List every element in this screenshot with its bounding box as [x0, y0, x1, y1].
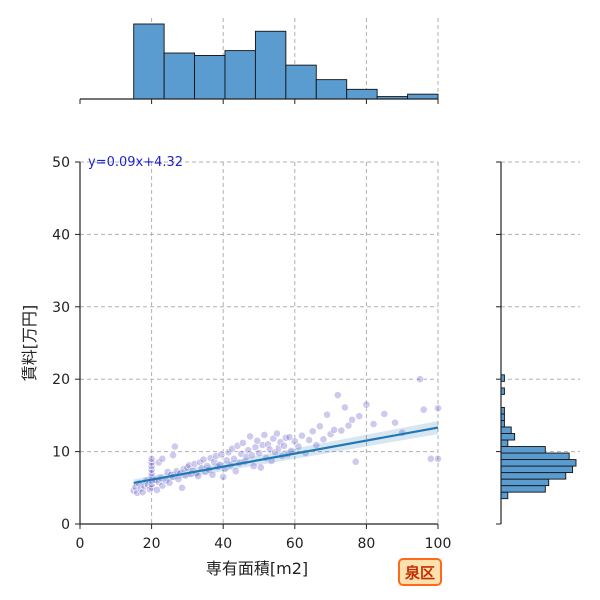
- right-hist-bar: [500, 426, 512, 434]
- scatter-point: [255, 449, 263, 457]
- x-tick-label: 0: [76, 536, 85, 552]
- right-hist-bar: [500, 465, 574, 474]
- right-hist-bar: [500, 439, 509, 447]
- district-badge-label: 泉区: [404, 564, 435, 582]
- scatter-point: [217, 450, 226, 459]
- y-axis-label: 賃料[万円]: [20, 305, 39, 382]
- scatter-point: [280, 441, 288, 450]
- scatter-point: [333, 391, 342, 400]
- scatter-point: [208, 470, 217, 479]
- scatter-point: [138, 488, 147, 497]
- x-axis-label: 専有面積[m2]: [206, 559, 308, 578]
- regression-line: [133, 426, 439, 485]
- scatter-point: [199, 455, 208, 464]
- right-hist-bar: [500, 452, 570, 461]
- scatter-point: [253, 436, 262, 445]
- scatter-point: [147, 454, 156, 463]
- regression-equation: y=0.09x+4.32: [88, 155, 183, 170]
- scatter-point: [426, 454, 435, 463]
- top-marginal-histogram: [79, 18, 439, 104]
- y-tick-label: 20: [52, 372, 70, 388]
- scatter-point: [369, 420, 378, 428]
- x-tick-label: 80: [357, 536, 375, 552]
- scatter-point: [355, 412, 364, 421]
- scatter-point: [194, 472, 203, 481]
- right-marginal-histogram: [496, 161, 580, 525]
- top-hist-bar: [133, 23, 165, 100]
- scatter-point: [294, 442, 303, 451]
- x-tick-label: 40: [214, 536, 232, 552]
- district-badge: 泉区: [398, 558, 442, 586]
- scatter-point: [231, 467, 240, 476]
- top-hist-bar: [163, 52, 196, 100]
- scatter-point: [419, 405, 428, 414]
- scatter-point: [380, 410, 389, 418]
- scatter-point: [219, 473, 228, 481]
- scatter-point: [238, 439, 247, 447]
- y-tick-label: 0: [61, 517, 70, 533]
- top-hist-bar: [254, 30, 287, 100]
- scatter-point: [285, 433, 294, 442]
- top-hist-bar: [315, 79, 348, 100]
- right-hist-bar: [500, 478, 550, 487]
- scatter-point: [165, 478, 174, 487]
- scatter-point: [298, 431, 306, 440]
- x-tick-label: 20: [143, 536, 161, 552]
- x-tick-label: 60: [286, 536, 304, 552]
- district-badge-box: [398, 558, 442, 586]
- y-tick-label: 50: [52, 155, 70, 171]
- scatter-point: [391, 418, 399, 427]
- scatter-point: [416, 375, 424, 384]
- right-hist-bar: [500, 485, 546, 493]
- scatter-point: [315, 422, 324, 431]
- scatter-point: [260, 431, 269, 439]
- scatter-point: [247, 451, 256, 460]
- scatter-point: [344, 421, 353, 430]
- scatter-point: [158, 454, 167, 463]
- scatter-point: [153, 486, 161, 494]
- scatter-point: [434, 454, 442, 463]
- right-hist-bar: [500, 433, 516, 441]
- y-tick-label: 40: [52, 227, 70, 243]
- scatter-point: [178, 483, 186, 492]
- regression-confidence-band: [133, 421, 438, 487]
- top-hist-bar: [224, 50, 256, 100]
- scatter-point: [230, 454, 238, 463]
- scatter-point: [251, 443, 260, 452]
- top-hist-bar: [346, 88, 378, 100]
- scatter-point: [319, 435, 328, 444]
- scatter-point: [246, 432, 254, 441]
- scatter-point: [434, 404, 442, 413]
- right-hist-bar: [500, 459, 577, 467]
- scatter-point: [264, 440, 272, 449]
- top-hist-bar: [285, 64, 317, 100]
- x-tick-label: 100: [425, 536, 452, 552]
- scatter-point: [351, 457, 360, 466]
- top-hist-bar: [407, 93, 439, 100]
- scatter-point: [348, 415, 356, 424]
- scatter-point: [308, 427, 317, 436]
- right-hist-bar: [500, 446, 546, 454]
- y-tick-label: 30: [52, 300, 70, 316]
- y-tick-label: 10: [52, 445, 70, 461]
- scatter-point: [256, 463, 265, 472]
- scatter-point: [341, 403, 349, 412]
- scatter-point: [169, 451, 177, 460]
- scatter-point: [170, 442, 179, 451]
- main-scatter-panel: 0 20 40 60 80 100 0 10 20 30 40 50: [52, 155, 451, 552]
- scatter-point: [323, 410, 331, 419]
- scatter-point: [337, 426, 346, 435]
- scatter-point: [330, 425, 339, 434]
- scatter-point: [362, 400, 371, 409]
- scatter-point: [305, 436, 314, 444]
- right-hist-bar: [500, 472, 567, 480]
- scatter-point: [272, 429, 281, 438]
- right-hist-bar: [500, 491, 509, 500]
- top-hist-bar: [194, 55, 226, 100]
